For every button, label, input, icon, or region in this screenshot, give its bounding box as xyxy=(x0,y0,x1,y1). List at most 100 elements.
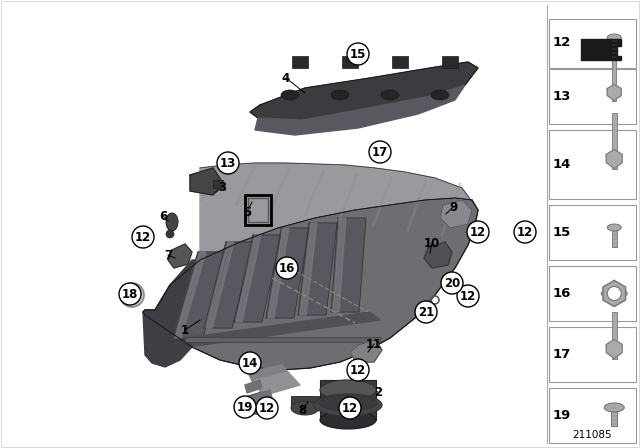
Bar xyxy=(549,19,636,68)
Polygon shape xyxy=(206,242,234,328)
Ellipse shape xyxy=(601,289,627,298)
Bar xyxy=(320,380,376,420)
Ellipse shape xyxy=(281,90,299,100)
Polygon shape xyxy=(607,85,621,100)
Text: 18: 18 xyxy=(122,288,138,301)
Circle shape xyxy=(119,283,141,305)
Text: 12: 12 xyxy=(350,363,366,376)
Ellipse shape xyxy=(607,224,621,231)
Text: 5: 5 xyxy=(243,206,251,219)
Circle shape xyxy=(256,397,278,419)
Text: 211085: 211085 xyxy=(572,430,612,440)
Polygon shape xyxy=(248,365,290,388)
Polygon shape xyxy=(266,228,309,318)
Polygon shape xyxy=(581,39,621,60)
Ellipse shape xyxy=(320,380,376,400)
Circle shape xyxy=(239,352,261,374)
Bar xyxy=(342,56,358,68)
Bar xyxy=(612,113,617,168)
Bar xyxy=(549,22,636,63)
Text: 4: 4 xyxy=(282,72,290,85)
Polygon shape xyxy=(175,252,206,338)
Bar xyxy=(612,58,616,100)
Bar xyxy=(248,198,268,222)
Polygon shape xyxy=(255,390,272,403)
Polygon shape xyxy=(440,200,472,228)
Polygon shape xyxy=(268,228,289,318)
Ellipse shape xyxy=(381,90,399,100)
Ellipse shape xyxy=(320,411,376,429)
Bar xyxy=(442,56,458,68)
Text: 14: 14 xyxy=(553,158,572,171)
Circle shape xyxy=(120,283,144,307)
Circle shape xyxy=(415,301,437,323)
Bar xyxy=(245,195,271,225)
Circle shape xyxy=(125,288,139,302)
Bar xyxy=(549,266,636,321)
Circle shape xyxy=(347,43,369,65)
Polygon shape xyxy=(245,380,262,393)
Circle shape xyxy=(234,396,256,418)
Text: 2: 2 xyxy=(374,385,382,399)
Polygon shape xyxy=(235,392,268,414)
Text: 11: 11 xyxy=(366,337,382,350)
Text: 20: 20 xyxy=(444,276,460,289)
Polygon shape xyxy=(255,372,300,396)
Circle shape xyxy=(369,141,391,163)
Polygon shape xyxy=(190,168,223,195)
Text: 13: 13 xyxy=(553,90,572,103)
Bar xyxy=(292,56,308,68)
Polygon shape xyxy=(173,252,228,338)
Polygon shape xyxy=(185,312,380,346)
Bar xyxy=(291,396,319,408)
Ellipse shape xyxy=(314,394,382,416)
Circle shape xyxy=(457,285,479,307)
Text: 15: 15 xyxy=(350,47,366,60)
Bar xyxy=(611,405,617,426)
Polygon shape xyxy=(250,62,478,120)
Ellipse shape xyxy=(331,90,349,100)
Circle shape xyxy=(339,397,361,419)
Text: 17: 17 xyxy=(553,348,572,361)
Circle shape xyxy=(217,152,239,174)
Ellipse shape xyxy=(431,90,449,100)
Polygon shape xyxy=(606,340,622,358)
Circle shape xyxy=(347,359,369,381)
Polygon shape xyxy=(603,280,625,306)
Ellipse shape xyxy=(291,401,319,415)
Ellipse shape xyxy=(166,230,174,238)
Bar xyxy=(549,327,636,382)
Ellipse shape xyxy=(607,34,621,41)
Polygon shape xyxy=(300,223,317,315)
Polygon shape xyxy=(350,340,382,362)
Text: 19: 19 xyxy=(237,401,253,414)
Ellipse shape xyxy=(443,277,457,289)
Bar xyxy=(213,180,223,188)
Bar xyxy=(392,56,408,68)
Circle shape xyxy=(607,287,621,301)
Bar xyxy=(549,130,636,199)
Text: 17: 17 xyxy=(372,146,388,159)
Polygon shape xyxy=(143,260,200,367)
Text: 6: 6 xyxy=(159,210,167,223)
Ellipse shape xyxy=(319,395,377,411)
Bar xyxy=(612,36,617,56)
Text: 12: 12 xyxy=(460,289,476,302)
Polygon shape xyxy=(255,85,465,135)
Bar xyxy=(612,227,617,246)
Circle shape xyxy=(276,257,298,279)
Text: 9: 9 xyxy=(449,201,457,214)
Text: 12: 12 xyxy=(342,401,358,414)
Polygon shape xyxy=(143,198,478,370)
Ellipse shape xyxy=(166,213,178,231)
Bar xyxy=(549,388,636,443)
Text: 13: 13 xyxy=(220,156,236,169)
Polygon shape xyxy=(606,150,622,168)
Polygon shape xyxy=(424,242,452,268)
Text: 12: 12 xyxy=(259,401,275,414)
Polygon shape xyxy=(236,235,261,322)
Bar xyxy=(549,69,636,124)
Circle shape xyxy=(467,221,489,243)
Text: 12: 12 xyxy=(553,36,572,49)
Text: 8: 8 xyxy=(298,404,306,417)
